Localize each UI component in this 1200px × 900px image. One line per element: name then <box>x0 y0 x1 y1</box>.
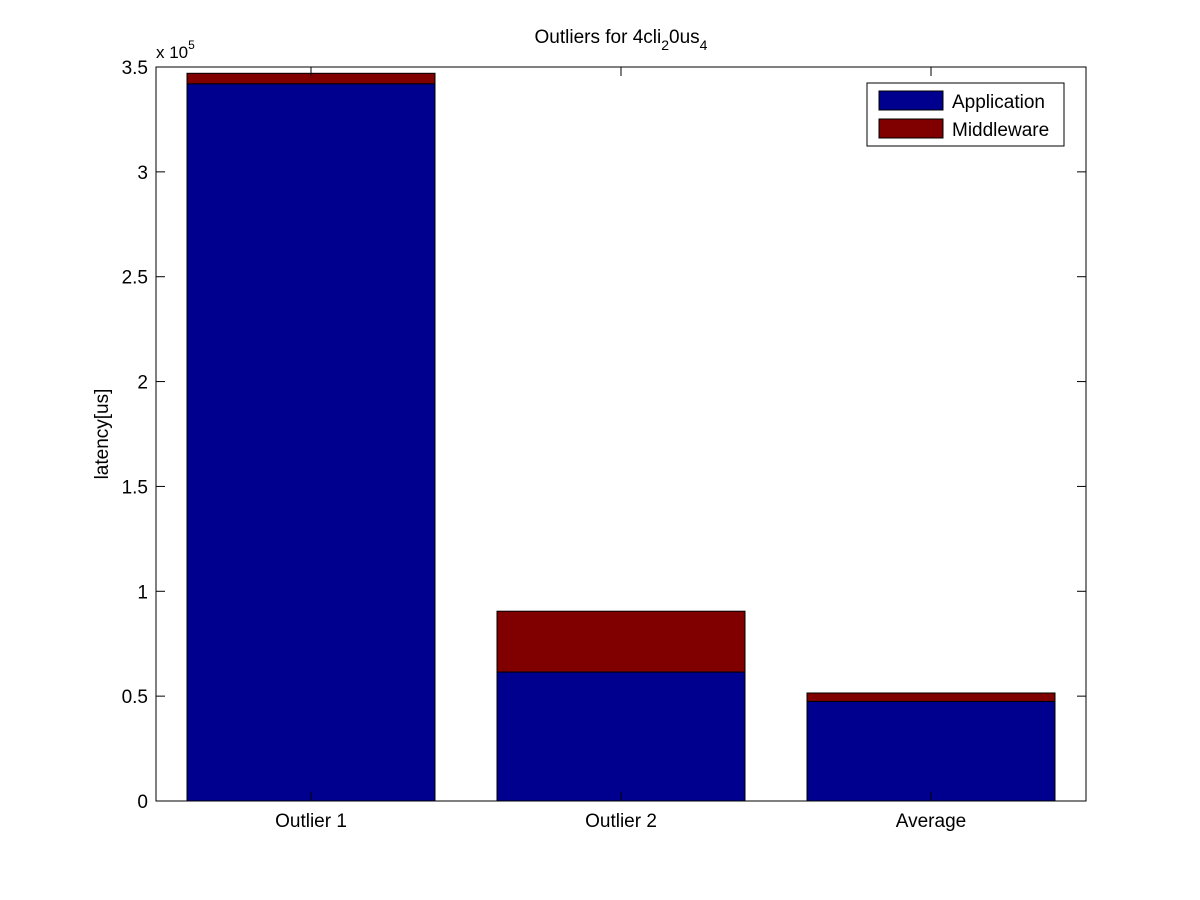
bar-application-1 <box>186 83 436 802</box>
title-sub2: 4 <box>700 37 708 53</box>
chart-title: Outliers for 4cli20us4 <box>535 27 708 53</box>
bar-middleware-3 <box>806 692 1056 702</box>
legend-swatch-application <box>878 90 944 111</box>
y-tick-label: 3 <box>137 163 148 184</box>
y-tick-label: 0.5 <box>122 687 148 708</box>
y-tick-label: 1 <box>137 582 148 603</box>
title-base: Outliers for 4cli <box>535 27 662 48</box>
title-sub1: 2 <box>661 37 669 53</box>
bar-application-3 <box>806 700 1056 802</box>
x-tick-label: Outlier 2 <box>585 811 657 832</box>
legend-label-application: Application <box>952 92 1045 113</box>
legend-label-middleware: Middleware <box>952 120 1049 141</box>
title-mid: 0us <box>669 27 700 48</box>
bar-middleware-2 <box>496 610 746 673</box>
bars-layer <box>186 72 1056 802</box>
svg-text:Outliers for 4cli20us4: Outliers for 4cli20us4 <box>535 27 708 53</box>
y-tick-label: 0 <box>137 792 148 813</box>
legend: Application Middleware <box>866 82 1065 147</box>
y-axis-label: latency[us] <box>92 389 113 480</box>
ticks-layer: 0 0.5 1 1.5 2 2.5 3 3.5 Outlier 1 Outlier 2 Averag… <box>122 58 1086 832</box>
y-exponent-label: x 105 <box>156 38 195 62</box>
y-tick-label: 2.5 <box>122 268 148 289</box>
bar-application-2 <box>496 671 746 802</box>
y-tick-label: 1.5 <box>122 477 148 498</box>
legend-swatch-middleware <box>878 118 944 139</box>
y-tick-label: 3.5 <box>122 58 148 79</box>
svg-text:x 105: x 105 <box>156 38 195 62</box>
x-tick-label: Average <box>896 811 966 832</box>
x-tick-label: Outlier 1 <box>275 811 347 832</box>
y-exponent-power: 5 <box>188 38 195 52</box>
y-tick-label: 2 <box>137 373 148 394</box>
y-exponent-prefix: x 10 <box>156 43 188 62</box>
